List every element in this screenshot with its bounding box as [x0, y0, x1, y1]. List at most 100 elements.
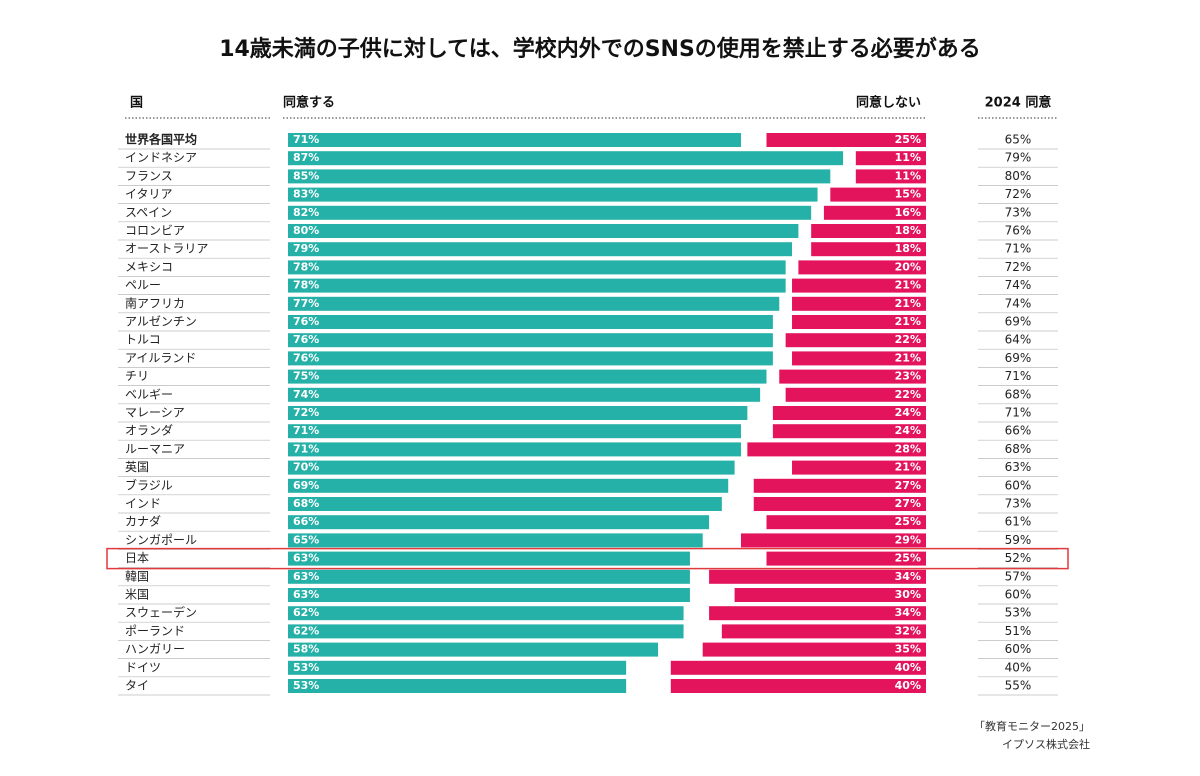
disagree-bar	[721, 624, 926, 639]
disagree-bar	[792, 296, 926, 311]
agree-label: 70%	[293, 461, 319, 474]
prev-value: 73%	[1005, 497, 1032, 511]
disagree-bar	[670, 679, 926, 693]
prev-value: 68%	[1005, 387, 1032, 401]
disagree-label: 29%	[895, 533, 921, 546]
agree-bar	[288, 333, 773, 348]
disagree-label: 18%	[895, 224, 921, 237]
agree-label: 76%	[293, 351, 319, 364]
category-label: 米国	[125, 588, 149, 602]
agree-label: 63%	[293, 588, 319, 601]
agree-label: 87%	[293, 151, 319, 164]
category-label: ベルギー	[125, 387, 173, 401]
disagree-bar	[855, 169, 926, 184]
category-label: カナダ	[125, 514, 161, 529]
agree-bar	[288, 424, 741, 439]
category-label: ポーランド	[125, 624, 185, 638]
prev-value: 74%	[1005, 278, 1032, 292]
prev-value: 57%	[1005, 569, 1032, 583]
disagree-label: 22%	[895, 333, 921, 346]
agree-label: 79%	[293, 242, 319, 255]
agree-bar	[288, 660, 627, 675]
agree-bar	[288, 133, 741, 147]
disagree-label: 40%	[895, 661, 921, 674]
prev-value: 69%	[1005, 315, 1032, 329]
category-label: ハンガリー	[125, 642, 185, 656]
prev-value: 71%	[1005, 242, 1032, 256]
highlight-box	[106, 547, 1069, 570]
agree-bar	[288, 260, 786, 275]
agree-label: 74%	[293, 388, 319, 401]
agree-label: 71%	[293, 424, 319, 437]
agree-bar	[288, 497, 722, 511]
prev-value: 72%	[1005, 187, 1032, 201]
disagree-label: 24%	[895, 424, 921, 437]
agree-label: 72%	[293, 406, 319, 419]
agree-bar	[288, 296, 780, 311]
disagree-label: 22%	[895, 388, 921, 401]
category-label: アイルランド	[125, 351, 196, 365]
agree-label: 82%	[293, 206, 319, 219]
prev-value: 61%	[1005, 515, 1032, 529]
disagree-label: 21%	[895, 461, 921, 474]
prev-value: 71%	[1005, 406, 1032, 420]
disagree-bar	[779, 369, 926, 384]
disagree-bar	[753, 497, 926, 511]
disagree-bar	[740, 533, 926, 548]
disagree-label: 34%	[895, 570, 921, 583]
agree-label: 68%	[293, 497, 319, 510]
agree-bar	[288, 351, 773, 366]
category-label: シンガポール	[125, 533, 197, 547]
agree-label: 76%	[293, 315, 319, 328]
disagree-label: 18%	[895, 242, 921, 255]
category-label: ドイツ	[125, 660, 161, 674]
disagree-label: 15%	[895, 188, 921, 201]
prev-value: 63%	[1005, 460, 1032, 474]
agree-bar	[288, 460, 735, 475]
prev-value: 66%	[1005, 424, 1032, 438]
agree-bar	[288, 387, 761, 402]
agree-bar	[288, 406, 748, 420]
disagree-bar	[792, 460, 926, 475]
agree-label: 85%	[293, 169, 319, 182]
disagree-bar	[753, 478, 926, 493]
agree-bar	[288, 205, 812, 220]
disagree-label: 32%	[895, 624, 921, 637]
category-label: ペルー	[125, 278, 161, 292]
agree-bar	[288, 278, 786, 293]
agree-label: 77%	[293, 297, 319, 310]
disagree-bar	[772, 406, 926, 420]
prev-header: 2024 同意	[985, 95, 1052, 111]
category-label: アルゼンチン	[125, 315, 197, 329]
category-label: 日本	[125, 551, 149, 565]
agree-bar	[288, 515, 710, 530]
prev-value: 52%	[1005, 551, 1032, 565]
prev-value: 60%	[1005, 642, 1032, 656]
agree-bar	[288, 369, 767, 384]
agree-label: 83%	[293, 188, 319, 201]
prev-value: 80%	[1005, 169, 1032, 183]
disagree-label: 40%	[895, 679, 921, 692]
prev-value: 60%	[1005, 478, 1032, 492]
agree-bar	[288, 315, 773, 329]
agree-label: 65%	[293, 533, 319, 546]
disagree-label: 25%	[895, 133, 921, 146]
agree-bar	[288, 551, 690, 566]
disagree-bar	[855, 151, 926, 166]
agree-bar	[288, 169, 831, 184]
disagree-label: 21%	[895, 351, 921, 364]
category-label: スウェーデン	[125, 605, 197, 620]
agree-label: 78%	[293, 279, 319, 292]
disagree-bar	[702, 642, 926, 657]
agree-label: 63%	[293, 552, 319, 565]
disagree-bar	[709, 606, 926, 621]
category-label: ルーマニア	[125, 442, 185, 456]
agree-bar	[288, 606, 684, 621]
category-label: マレーシア	[125, 406, 185, 420]
prev-value: 76%	[1005, 224, 1032, 238]
disagree-bar	[792, 278, 926, 293]
prev-value: 79%	[1005, 151, 1032, 165]
agree-label: 63%	[293, 570, 319, 583]
prev-value: 59%	[1005, 533, 1032, 547]
disagree-bar	[766, 133, 926, 147]
